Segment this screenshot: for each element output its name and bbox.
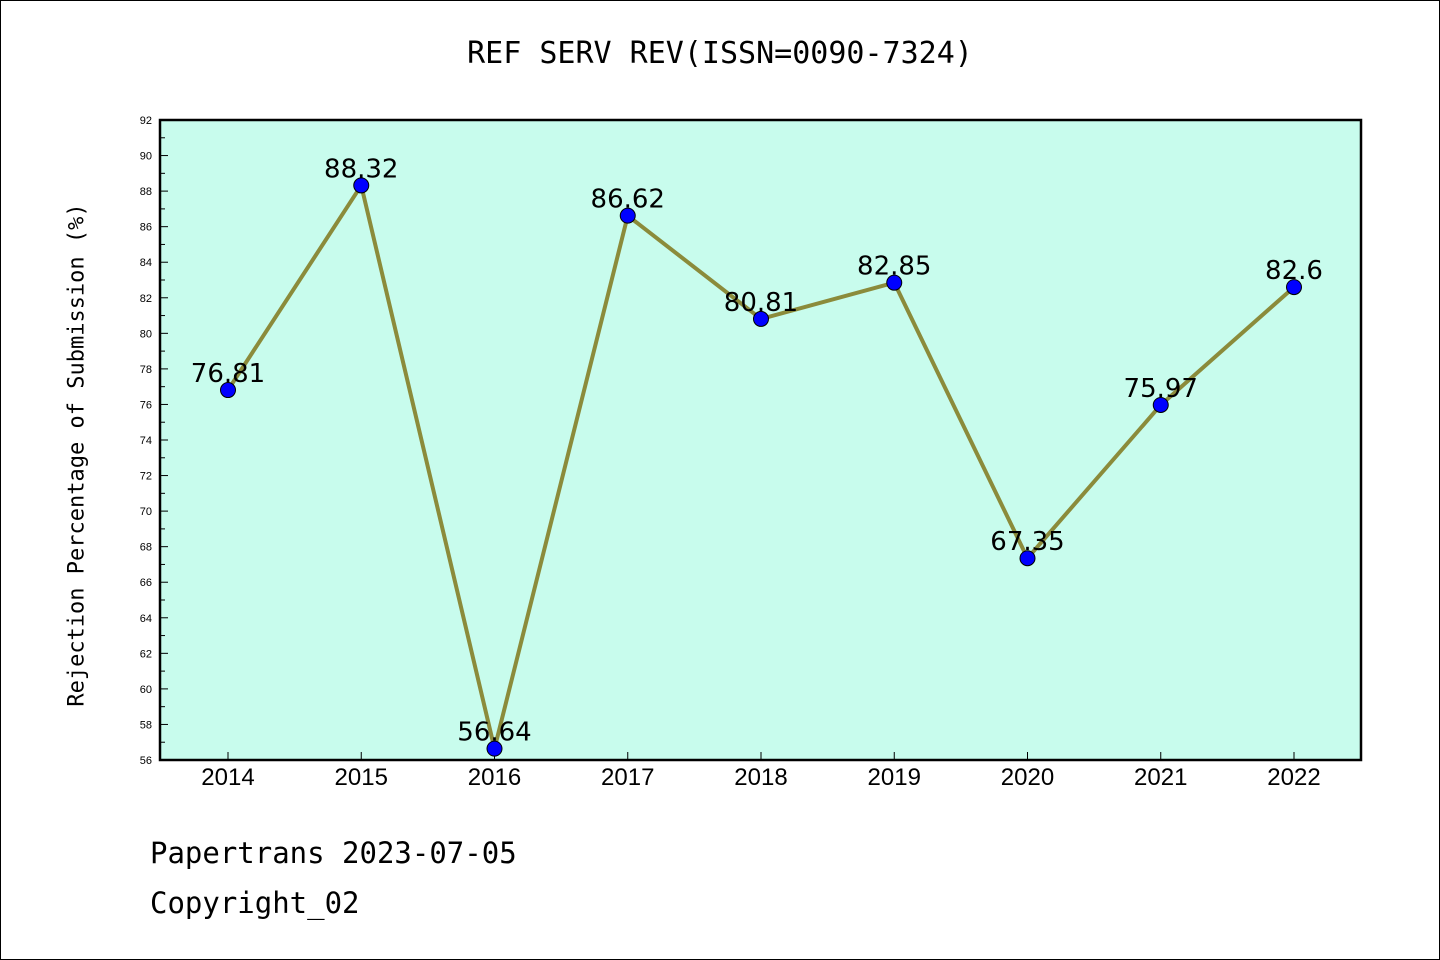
y-tick-label: 86 bbox=[140, 222, 152, 234]
y-tick-label: 70 bbox=[140, 506, 152, 518]
x-tick-label: 2022 bbox=[1267, 764, 1320, 791]
data-point bbox=[1152, 396, 1169, 413]
y-tick-label: 90 bbox=[140, 151, 152, 163]
y-tick-label: 78 bbox=[140, 364, 152, 376]
y-tick-label: 68 bbox=[140, 542, 152, 554]
data-point bbox=[619, 207, 636, 224]
y-tick-label: 74 bbox=[140, 435, 152, 447]
footer-credit: Papertrans 2023-07-05 bbox=[150, 836, 517, 870]
y-tick-label: 76 bbox=[140, 399, 152, 411]
y-tick-label: 72 bbox=[140, 471, 152, 483]
y-tick-label: 82 bbox=[140, 293, 152, 305]
data-point bbox=[1286, 279, 1302, 296]
y-tick-label: 56 bbox=[140, 755, 152, 767]
data-point bbox=[1019, 550, 1036, 567]
y-tick-label: 84 bbox=[140, 257, 152, 269]
plot-area bbox=[158, 118, 1363, 762]
chart-title: REF SERV REV(ISSN=0090-7324) bbox=[467, 36, 973, 71]
x-tick-label: 2015 bbox=[335, 764, 388, 791]
x-tick-label: 2018 bbox=[734, 764, 787, 791]
footer-copyright: Copyright_02 bbox=[150, 886, 360, 920]
x-tick-label: 2017 bbox=[601, 764, 654, 791]
y-tick-label: 64 bbox=[140, 613, 152, 625]
y-tick-label: 88 bbox=[140, 186, 152, 198]
data-point bbox=[220, 382, 236, 399]
x-tick-label: 2016 bbox=[468, 764, 521, 791]
x-tick-label: 2019 bbox=[868, 764, 921, 791]
data-point bbox=[353, 177, 370, 194]
data-point bbox=[886, 274, 903, 291]
data-point bbox=[486, 740, 503, 757]
x-tick-label: 2020 bbox=[1001, 764, 1054, 791]
y-tick-label: 80 bbox=[140, 328, 152, 340]
y-tick-label: 92 bbox=[140, 115, 152, 127]
y-tick-label: 60 bbox=[140, 684, 152, 696]
data-point bbox=[753, 310, 769, 327]
x-tick-label: 2021 bbox=[1134, 764, 1187, 791]
y-tick-label: 66 bbox=[140, 577, 152, 589]
x-tick-label: 2014 bbox=[201, 764, 254, 791]
y-tick-label: 62 bbox=[140, 648, 152, 660]
y-tick-label: 58 bbox=[140, 719, 152, 731]
